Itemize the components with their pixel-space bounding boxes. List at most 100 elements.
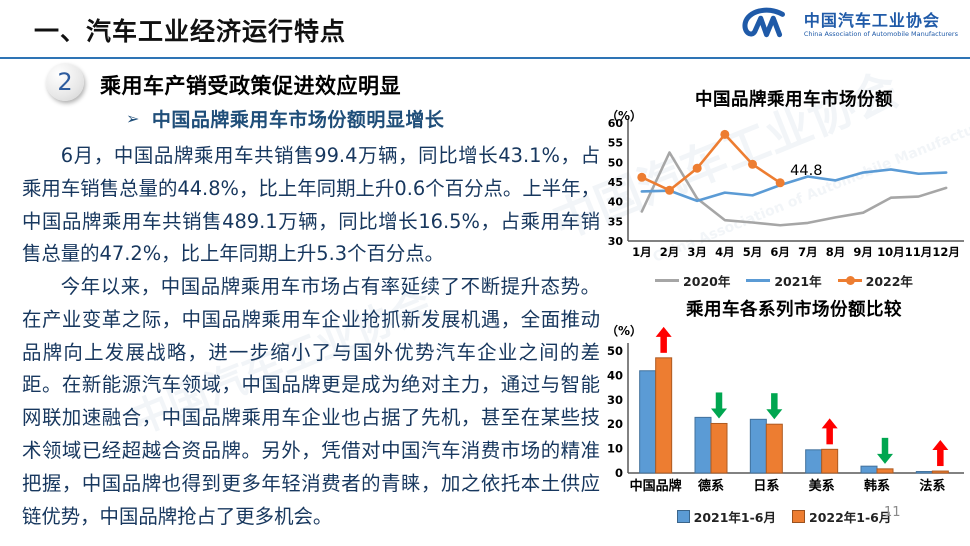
legend-item-2020: 2020年 xyxy=(655,271,730,290)
caam-logo: 中国汽车工业协会 China Association of Automobile… xyxy=(738,6,958,44)
legend-item-2022-h1: 2022年1-6月 xyxy=(792,507,891,526)
page-title: 一、汽车工业经济运行特点 xyxy=(34,17,347,46)
data-label-annotation: 44.8 xyxy=(790,163,822,179)
x-tick-label: 1月 xyxy=(632,245,652,259)
trend-arrow-down-icon xyxy=(711,392,727,419)
legend-label: 2022年 xyxy=(865,274,913,289)
trend-arrow-down-icon xyxy=(877,437,893,464)
y-tick-label: 50 xyxy=(608,156,624,169)
y-tick-label: 50 xyxy=(607,344,623,358)
data-point-marker xyxy=(775,178,785,188)
legend-square-swatch xyxy=(792,510,805,523)
bar-德系-2022年1-6月 xyxy=(710,422,728,474)
section-heading: 乘用车产销受政策促进效应明显 xyxy=(100,74,401,98)
data-point-marker xyxy=(748,159,757,169)
subheading-label: 中国品牌乘用车市场份额明显增长 xyxy=(151,109,445,131)
bar-chart-unit-label: （%） xyxy=(606,324,643,338)
data-point-marker xyxy=(637,172,647,182)
logo-org-name: 中国汽车工业协会 xyxy=(803,10,940,30)
legend-item-2022: 2022年 xyxy=(837,271,913,290)
line-chart-legend: 2020年 2021年 2022年 xyxy=(598,271,970,290)
x-category-label: 日系 xyxy=(753,478,779,494)
page-number: 11 xyxy=(884,505,901,520)
x-category-label: 韩系 xyxy=(864,478,890,494)
section-subheading: ➢ 中国品牌乘用车市场份额明显增长 xyxy=(126,105,444,132)
y-tick-label: 35 xyxy=(608,215,623,228)
bar-韩系-2021年1-6月 xyxy=(860,465,878,474)
line-chart: 30 35 40 45 50 55 60 1月 2月 3月 4月 5月 6月 7月 8月 9月 10月 11月 12… xyxy=(608,117,964,259)
legend-label: 2022年1-6月 xyxy=(809,510,892,525)
data-point-marker xyxy=(665,185,674,195)
line-series-2022年 xyxy=(640,133,782,192)
y-tick-label: 55 xyxy=(608,137,623,150)
bar-法系-2021年1-6月 xyxy=(915,471,933,474)
logo-org-subtitle: China Association of Automobile Manufact… xyxy=(803,30,958,39)
x-tick-label: 4月 xyxy=(715,245,735,259)
x-tick-label: 11月 xyxy=(905,245,933,259)
caam-logo-icon xyxy=(742,7,785,38)
data-point-marker xyxy=(720,129,730,139)
line-chart-unit-label: （%） xyxy=(606,109,643,123)
x-tick-label: 6月 xyxy=(770,245,790,259)
header: 一、汽车工业经济运行特点 中国汽车工业协会 China Association … xyxy=(0,0,970,59)
series-comparison-bar-chart-panel: 乘用车各系列市场份额比较 （%） 0 10 20 30 40 50 中国品牌 德系 日系 美系 韩系… xyxy=(598,296,970,536)
line-chart-title: 中国品牌乘用车市场份额 xyxy=(695,90,893,110)
x-category-label: 法系 xyxy=(919,478,945,494)
legend-square-swatch xyxy=(676,510,690,523)
section-number-badge: 2 xyxy=(46,63,84,101)
bar-美系-2021年1-6月 xyxy=(805,449,823,474)
bar-德系-2021年1-6月 xyxy=(694,416,712,474)
bar-中国品牌-2021年1-6月 xyxy=(639,370,657,474)
trend-arrow-down-icon xyxy=(766,393,783,420)
x-tick-label: 7月 xyxy=(798,245,818,259)
y-tick-label: 20 xyxy=(607,417,623,431)
legend-item-2021-h1: 2021年1-6月 xyxy=(676,507,776,526)
x-tick-label: 9月 xyxy=(853,245,873,259)
y-tick-label: 45 xyxy=(608,176,623,189)
trend-arrow-up-icon xyxy=(821,418,838,445)
x-tick-label: 12月 xyxy=(932,245,960,259)
y-tick-label: 10 xyxy=(607,442,623,456)
legend-line-swatch xyxy=(837,276,862,285)
data-point-marker xyxy=(692,163,702,173)
x-tick-label: 8月 xyxy=(826,245,846,259)
trend-arrow-up-icon xyxy=(932,440,949,467)
y-tick-label: 0 xyxy=(615,466,623,480)
x-tick-label: 10月 xyxy=(877,245,905,259)
bar-chart-legend: 2021年1-6月 2022年1-6月 xyxy=(598,507,970,526)
y-tick-label: 40 xyxy=(608,196,624,209)
body-text: 6月，中国品牌乘用车共销售99.4万辆，同比增长43.1%，占乘用车销售总量的4… xyxy=(22,140,600,533)
bar-chart: 0 10 20 30 40 50 中国品牌 德系 日系 美系 韩系 法系 xyxy=(607,326,964,494)
x-tick-label: 5月 xyxy=(743,245,763,259)
x-tick-label: 3月 xyxy=(687,245,707,259)
trend-arrow-up-icon xyxy=(655,326,672,353)
x-tick-label: 2月 xyxy=(660,245,680,259)
y-tick-label: 30 xyxy=(607,393,623,407)
legend-line-swatch xyxy=(655,279,680,282)
x-category-label: 德系 xyxy=(698,478,724,494)
bar-chart-title: 乘用车各系列市场份额比较 xyxy=(686,300,902,320)
legend-label: 2021年1-6月 xyxy=(693,510,776,525)
bar-中国品牌-2022年1-6月 xyxy=(655,357,673,474)
bar-法系-2022年1-6月 xyxy=(931,470,949,474)
x-category-label: 中国品牌 xyxy=(630,478,682,494)
bar-韩系-2022年1-6月 xyxy=(876,468,894,474)
legend-marker-dot xyxy=(845,276,855,285)
line-series-2020年 xyxy=(640,151,948,227)
x-category-label: 美系 xyxy=(809,478,835,494)
line-series-2021年 xyxy=(640,168,948,203)
bar-日系-2022年1-6月 xyxy=(765,423,783,474)
paragraph-1: 6月，中国品牌乘用车共销售99.4万辆，同比增长43.1%，占乘用车销售总量的4… xyxy=(22,144,600,266)
y-tick-label: 40 xyxy=(607,368,623,382)
paragraph-2: 今年以来，中国品牌乘用车市场占有率延续了不断提升态势。在产业变革之际，中国品牌乘… xyxy=(22,275,600,528)
bullet-arrow-icon: ➢ xyxy=(126,109,140,128)
bar-日系-2021年1-6月 xyxy=(749,418,767,474)
legend-item-2021: 2021年 xyxy=(746,271,822,290)
bar-美系-2022年1-6月 xyxy=(821,448,839,474)
y-tick-label: 60 xyxy=(608,117,624,130)
legend-label: 2021年 xyxy=(774,274,822,289)
legend-line-swatch xyxy=(746,279,771,282)
market-share-line-chart-panel: 中国品牌乘用车市场份额 （%） 30 35 40 45 50 55 60 1月 2月 3月 4月 5月… xyxy=(598,86,970,294)
legend-label: 2020年 xyxy=(683,274,731,289)
